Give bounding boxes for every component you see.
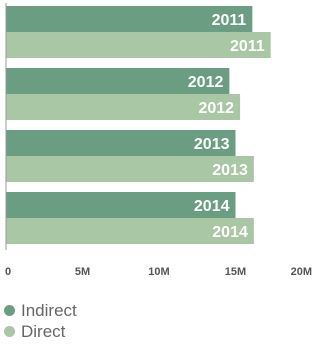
bar-indirect-2014 bbox=[6, 192, 236, 218]
x-tick-label: 20M bbox=[291, 266, 312, 278]
legend-label: Indirect bbox=[21, 300, 77, 320]
bar-label-direct-2013: 2013 bbox=[212, 162, 248, 179]
legend-label: Direct bbox=[21, 321, 66, 341]
x-tick-label: 10M bbox=[148, 266, 169, 278]
x-tick-label: 0 bbox=[5, 266, 11, 278]
bar-indirect-2012 bbox=[6, 68, 230, 94]
bar-indirect-2013 bbox=[6, 130, 236, 156]
bar-direct-2013 bbox=[6, 156, 254, 182]
bars-group: 2011 2011 2012 2012 2013 2013 2014 2014 bbox=[6, 6, 271, 244]
x-axis-ticks: 0 5M 10M 15M 20M bbox=[5, 266, 312, 278]
bar-indirect-2011 bbox=[6, 6, 253, 32]
legend: Indirect Direct bbox=[4, 300, 77, 342]
bar-label-indirect-2014: 2014 bbox=[194, 198, 230, 215]
legend-swatch bbox=[4, 326, 15, 337]
bar-direct-2012 bbox=[6, 94, 241, 120]
x-tick-label: 15M bbox=[225, 266, 246, 278]
bar-direct-2014 bbox=[6, 218, 254, 244]
bar-label-indirect-2013: 2013 bbox=[194, 136, 230, 153]
bar-label-direct-2011: 2011 bbox=[230, 38, 265, 55]
legend-swatch bbox=[4, 305, 15, 316]
bar-label-direct-2014: 2014 bbox=[212, 224, 248, 241]
bar-label-indirect-2012: 2012 bbox=[188, 74, 224, 91]
bar-chart: 2011 2011 2012 2012 2013 2013 2014 2014 0 5M 10M 1… bbox=[5, 3, 312, 278]
bar-label-indirect-2011: 2011 bbox=[212, 12, 247, 29]
legend-item-direct: Direct bbox=[4, 321, 77, 342]
bar-label-direct-2012: 2012 bbox=[198, 100, 234, 117]
bar-direct-2011 bbox=[6, 32, 271, 58]
legend-item-indirect: Indirect bbox=[4, 300, 77, 321]
x-tick-label: 5M bbox=[75, 266, 90, 278]
